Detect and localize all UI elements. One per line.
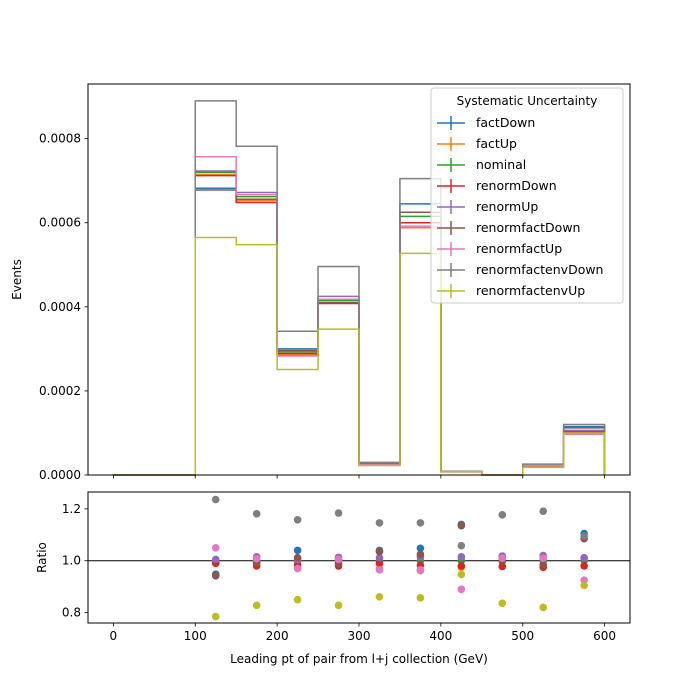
ratio-point-renormfactenvDown — [293, 515, 302, 524]
ratio-point-renormDown — [375, 559, 384, 568]
ratio-point-renormfactDown — [539, 560, 548, 569]
hist-series-renormfactenvDown — [113, 100, 606, 476]
ratio-point-renormfactDown — [211, 571, 220, 580]
ratio-point-renormfactUp — [416, 566, 425, 574]
main-y-tick-label: 0.0002 — [39, 384, 81, 398]
ratio-point-renormUp — [580, 553, 588, 562]
ratio-point-renormfactenvDown — [498, 511, 507, 519]
legend-label: renormfactenvDown — [476, 262, 603, 277]
ratio-point-renormfactUp — [375, 566, 384, 574]
ratio-point-renormfactenvUp — [334, 601, 343, 610]
legend-label: factDown — [476, 115, 535, 130]
ratio-point-renormfactenvUp — [293, 595, 302, 604]
ratio-point-renormUp — [457, 553, 466, 561]
legend-entry-renormfactUp: renormfactUp — [437, 241, 562, 256]
ratio-point-renormfactenvDown — [252, 509, 261, 518]
ratio-point-renormDown — [498, 562, 507, 571]
ratio-y-axis-label: Ratio — [35, 542, 49, 573]
ratio-point-renormfactUp — [334, 555, 343, 564]
ratio-point-renormfactUp — [293, 564, 302, 573]
legend-label: renormfactUp — [476, 241, 562, 256]
main-axes-frame — [87, 83, 631, 476]
legend-label: nominal — [476, 157, 526, 172]
main-y-ticks: 0.0000 0.0002 0.0004 0.0006 0.0008 — [39, 132, 88, 482]
ratio-point-renormfactenvDown — [375, 519, 384, 527]
ratio-point-renormfactenvDown — [457, 541, 466, 550]
ratio-point-renormDown — [457, 562, 466, 570]
legend-entry-nominal: nominal — [437, 157, 526, 172]
ratio-point-renormfactUp — [539, 554, 548, 562]
ratio-x-ticks: 0 100 200 300 400 500 600 — [110, 623, 616, 643]
legend-entry-renormfactenvUp: renormfactenvUp — [437, 283, 585, 298]
ratio-point-renormfactenvUp — [211, 612, 220, 621]
ratio-panel: 0.8 1.0 1.2 0 100 200 300 400 500 600 Ratio Lead… — [35, 491, 631, 666]
x-tick-label: 100 — [184, 629, 207, 643]
ratio-point-renormfactenvDown — [539, 507, 548, 515]
legend-entry-renormfactDown: renormfactDown — [437, 220, 580, 235]
ratio-point-renormDown — [580, 562, 588, 570]
ratio-point-renormfactenvDown — [211, 495, 220, 504]
main-y-tick-label: 0.0000 — [39, 468, 81, 482]
ratio-point-renormfactUp — [252, 554, 261, 563]
ratio-point-renormfactDown — [375, 547, 384, 556]
legend-entry-renormDown: renormDown — [437, 178, 557, 193]
ratio-points — [211, 495, 588, 621]
main-y-axis-label: Events — [10, 259, 24, 300]
legend-box — [430, 87, 624, 304]
legend: Systematic Uncertainty factDown factUp nom… — [430, 87, 624, 304]
ratio-point-renormfactenvDown — [580, 532, 588, 540]
legend-label: renormUp — [476, 199, 538, 214]
ratio-point-renormfactUp — [211, 543, 220, 552]
x-tick-label: 500 — [511, 629, 534, 643]
legend-label: factUp — [476, 136, 517, 151]
main-panel: 0.0000 0.0002 0.0004 0.0006 0.0008 Events — [10, 83, 631, 482]
x-tick-label: 300 — [348, 629, 371, 643]
x-tick-label: 0 — [110, 629, 118, 643]
legend-label: renormfactenvUp — [476, 283, 585, 298]
main-y-tick-label: 0.0004 — [39, 300, 81, 314]
ratio-point-renormfactUp — [498, 554, 507, 562]
ratio-point-renormfactenvUp — [539, 603, 548, 612]
ratio-y-tick-label: 1.0 — [62, 554, 81, 568]
x-tick-label: 200 — [266, 629, 289, 643]
ratio-point-renormfactenvUp — [375, 593, 384, 601]
ratio-y-tick-label: 1.2 — [62, 502, 81, 516]
ratio-point-renormfactenvDown — [334, 509, 343, 517]
legend-entry-factUp: factUp — [437, 136, 517, 151]
ratio-point-renormfactenvDown — [416, 519, 425, 527]
ratio-point-renormfactDown — [457, 521, 466, 530]
legend-title: Systematic Uncertainty — [457, 94, 598, 108]
legend-entry-renormUp: renormUp — [437, 199, 538, 214]
ratio-point-renormfactUp — [457, 585, 466, 594]
legend-entries: factDown factUp nominal renormDown renormUp r… — [437, 115, 603, 298]
ratio-point-renormfactenvUp — [457, 570, 466, 579]
x-tick-label: 400 — [429, 629, 452, 643]
ratio-point-renormfactDown — [416, 550, 425, 559]
ratio-y-ticks: 0.8 1.0 1.2 — [62, 502, 88, 620]
hist-series-renormfactenvUp — [113, 236, 606, 476]
ratio-point-renormfactenvUp — [580, 581, 588, 590]
ratio-point-renormfactenvUp — [498, 599, 507, 608]
ratio-point-renormUp — [211, 555, 220, 564]
ratio-point-renormfactenvUp — [416, 594, 425, 602]
hist-series-renormfactUp — [113, 155, 606, 476]
ratio-point-renormfactDown — [293, 553, 302, 562]
legend-entry-factDown: factDown — [437, 115, 535, 130]
legend-label: renormfactDown — [476, 220, 580, 235]
legend-label: renormDown — [476, 178, 557, 193]
main-x-ticks — [112, 475, 606, 479]
histogram-lines — [113, 100, 606, 476]
ratio-point-renormUp — [375, 553, 384, 562]
legend-entry-renormfactenvDown: renormfactenvDown — [437, 262, 603, 277]
x-tick-label: 600 — [593, 629, 616, 643]
x-axis-label: Leading pt of pair from l+j collection (… — [230, 652, 488, 666]
ratio-point-renormfactenvUp — [252, 601, 261, 610]
ratio-y-tick-label: 0.8 — [62, 606, 81, 620]
ratio-point-factDown — [293, 546, 302, 555]
ratio-axes-frame — [87, 491, 631, 624]
main-y-tick-label: 0.0006 — [39, 216, 81, 230]
ratio-point-factDown — [416, 544, 425, 553]
main-y-tick-label: 0.0008 — [39, 132, 81, 146]
